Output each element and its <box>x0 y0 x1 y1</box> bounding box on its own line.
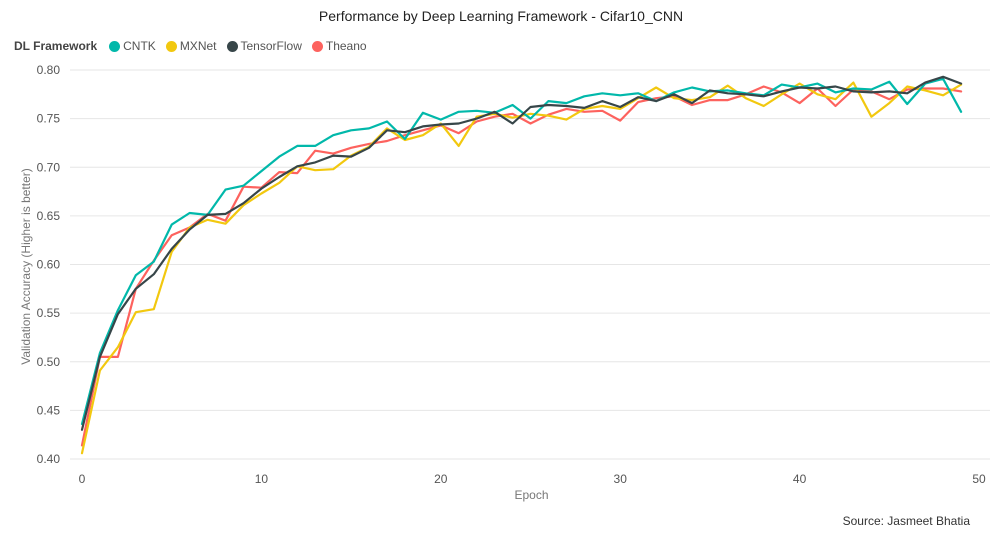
chart-title: Performance by Deep Learning Framework -… <box>318 8 684 24</box>
legend-dot-theano-icon <box>311 40 323 52</box>
legend-dot-mxnet-icon <box>165 40 177 52</box>
legend-label-mxnet: MXNet <box>179 39 217 53</box>
source-note: Source: Jasmeet Bhatia <box>842 514 970 528</box>
y-tick-label: 0.80 <box>37 63 61 77</box>
legend-label-cntk: CNTK <box>123 39 156 53</box>
series-line-theano <box>80 85 963 447</box>
y-tick-label: 0.60 <box>37 258 61 272</box>
legend-label-theano: Theano <box>325 39 367 53</box>
series-line-tensorflow <box>80 75 963 431</box>
y-tick-label: 0.75 <box>37 112 61 126</box>
x-tick-label: 40 <box>793 472 807 486</box>
x-tick-label: 10 <box>255 472 269 486</box>
x-axis-title: Epoch <box>514 488 548 502</box>
legend-item-theano[interactable]: Theano <box>311 39 367 53</box>
y-tick-label: 0.70 <box>37 160 61 174</box>
y-tick-label: 0.45 <box>37 403 61 417</box>
series-line-cntk <box>80 77 963 426</box>
legend-item-cntk[interactable]: CNTK <box>109 39 156 53</box>
y-tick-label: 0.55 <box>37 306 61 320</box>
legend-title: DL Framework <box>14 39 98 53</box>
legend-dot-cntk-icon <box>109 40 121 52</box>
x-tick-label: 0 <box>79 472 86 486</box>
legend-item-mxnet[interactable]: MXNet <box>165 39 217 53</box>
y-tick-label: 0.40 <box>37 452 61 466</box>
legend: DL Framework CNTK MXNet TensorFlow Thean… <box>14 39 377 53</box>
x-tick-label: 20 <box>434 472 448 486</box>
legend-dot-tensorflow-icon <box>226 40 238 52</box>
x-tick-label: 30 <box>614 472 628 486</box>
y-tick-label: 0.50 <box>37 355 61 369</box>
y-tick-label: 0.65 <box>37 209 61 223</box>
x-tick-label: 50 <box>972 472 986 486</box>
series-line-mxnet <box>80 81 963 455</box>
y-axis-title: Validation Accuracy (Higher is better) <box>19 168 33 365</box>
legend-label-tensorflow: TensorFlow <box>240 39 302 53</box>
legend-item-tensorflow[interactable]: TensorFlow <box>226 39 302 53</box>
